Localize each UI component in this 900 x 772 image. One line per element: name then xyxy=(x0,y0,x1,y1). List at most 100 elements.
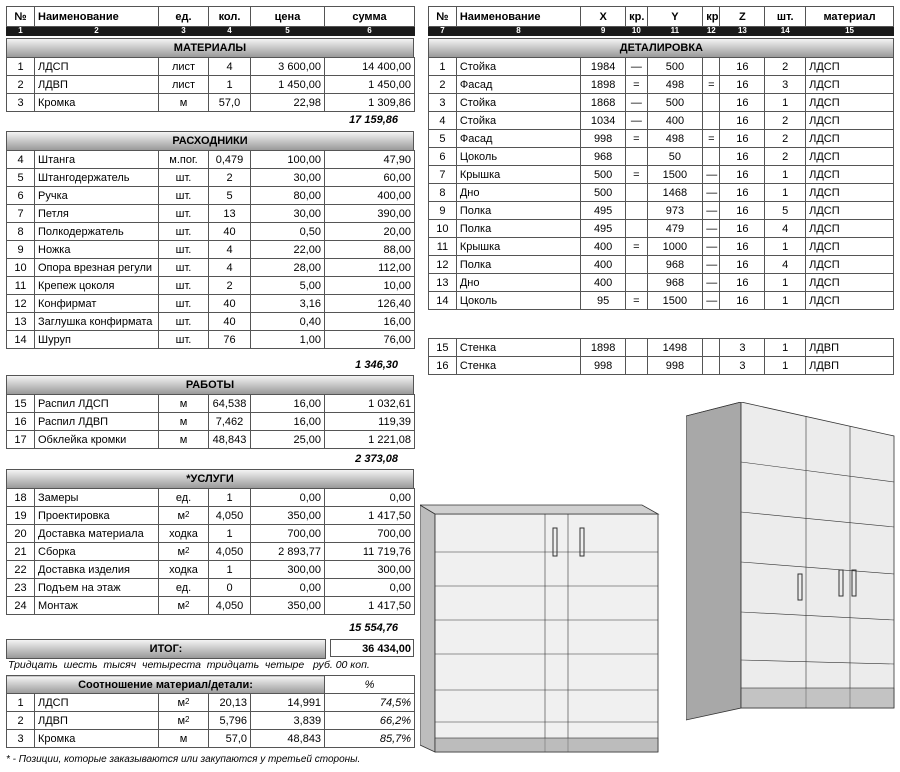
table-cell: 30,00 xyxy=(250,168,325,187)
table-cell xyxy=(702,93,721,112)
table-cell: Крышка xyxy=(455,165,582,184)
col-header: Наименование xyxy=(34,6,159,27)
works-table: 15 Распил ЛДСП м 64,538 16,00 1 032,61 16 Распи… xyxy=(6,394,415,449)
table-cell: 350,00 xyxy=(250,596,325,615)
subtotal-consumables: 1 346,30 xyxy=(355,359,398,371)
table-cell: 1500 xyxy=(646,165,704,184)
subtotal-works: 2 373,08 xyxy=(355,453,398,465)
col-header: № xyxy=(428,6,457,27)
table-cell: 47,90 xyxy=(324,150,415,169)
table-row: 1 ЛДСП лист 4 3 600,00 14 400,00 xyxy=(6,57,415,76)
tall-cabinet-render xyxy=(686,402,895,721)
table-cell: 498 xyxy=(646,129,704,148)
table-cell: Петля xyxy=(34,204,159,223)
table-cell: 2 xyxy=(764,111,807,130)
details-table: 1 Стойка 1984—500 16 2 ЛДСП 2 Фасад 1898 = 498 = 16 3… xyxy=(428,57,894,310)
table-cell: ЛДВП xyxy=(34,711,159,730)
table-cell xyxy=(702,57,721,76)
table-row: 1 ЛДСП м2 20,13 14,991 74,5% xyxy=(6,693,416,712)
table-cell: Крышка xyxy=(455,237,582,256)
table-cell: 16 xyxy=(6,412,35,431)
table-cell: 7 xyxy=(428,165,457,184)
table-cell: шт. xyxy=(158,312,209,331)
table-cell: 2 xyxy=(6,711,35,730)
table-cell: — xyxy=(625,111,648,130)
table-cell: Монтаж xyxy=(34,596,159,615)
table-cell: = xyxy=(625,75,648,94)
table-cell: 100,00 xyxy=(250,150,325,169)
table-row: 3 Стойка 1868—500 16 1 ЛДСП xyxy=(428,93,894,112)
table-cell: 14 xyxy=(6,330,35,349)
table-cell: ЛДСП xyxy=(805,255,894,274)
table-cell: Ножка xyxy=(34,240,159,259)
amount-in-words: Тридцать шесть тысяч четыреста тридцать … xyxy=(8,659,370,671)
table-cell: 80,00 xyxy=(250,186,325,205)
table-cell: — xyxy=(702,255,721,274)
table-cell: 300,00 xyxy=(250,560,325,579)
table-row: 7 Петля шт. 13 30,00 390,00 xyxy=(6,204,415,223)
table-cell: 968 xyxy=(580,147,627,166)
table-cell: 2 xyxy=(428,75,457,94)
table-cell: 1,00 xyxy=(250,330,325,349)
table-cell: 1034 xyxy=(580,111,627,130)
table-cell: 85,7% xyxy=(324,729,416,748)
table-cell: 0,479 xyxy=(208,150,251,169)
materials-table: 1 ЛДСП лист 4 3 600,00 14 400,00 2 ЛДВП лист 1 1 4… xyxy=(6,57,415,112)
table-cell: м xyxy=(158,394,209,413)
col-index: 9 xyxy=(580,26,627,36)
table-cell: 16 xyxy=(428,356,457,375)
table-row: 10 Опора врезная регули шт. 4 28,00 112,00 xyxy=(6,258,415,277)
table-row: 10 Полка 495 479—16 4 ЛДСП xyxy=(428,219,894,238)
table-cell: 11 xyxy=(6,276,35,295)
col-header: Z xyxy=(719,6,766,27)
table-cell xyxy=(625,183,648,202)
table-cell: м2 xyxy=(158,693,209,712)
table-row: 15 Стенка 1898 1498 3 1 ЛДВП xyxy=(428,338,894,357)
col-index: 3 xyxy=(158,26,209,36)
table-cell: Доставка изделия xyxy=(34,560,159,579)
table-cell: 64,538 xyxy=(208,394,251,413)
table-cell: Опора врезная регули xyxy=(34,258,159,277)
table-cell: 88,00 xyxy=(324,240,415,259)
table-cell: 6 xyxy=(428,147,457,166)
table-cell: 14,991 xyxy=(249,693,326,712)
table-cell: 5,796 xyxy=(208,711,251,730)
table-cell: ЛДВП xyxy=(805,338,894,357)
table-cell: 25,00 xyxy=(250,430,325,449)
table-cell: 3 600,00 xyxy=(250,57,325,76)
table-cell: 16 xyxy=(719,183,766,202)
table-cell: 1 xyxy=(764,237,807,256)
table-cell xyxy=(702,147,721,166)
table-cell: Крепеж цоколя xyxy=(34,276,159,295)
table-cell: ходка xyxy=(158,560,209,579)
table-cell: 1 xyxy=(6,693,35,712)
table-cell: 1 xyxy=(6,57,35,76)
table-cell: 20,00 xyxy=(324,222,415,241)
table-cell: 1 417,50 xyxy=(324,506,415,525)
table-cell: 16,00 xyxy=(250,412,325,431)
table-cell: ЛДВП xyxy=(805,356,894,375)
table-cell: Распил ЛДВП xyxy=(34,412,159,431)
table-row: 6 Ручка шт. 5 80,00 400,00 xyxy=(6,186,415,205)
table-cell: 1000 xyxy=(646,237,704,256)
table-cell: 1468 xyxy=(646,183,704,202)
table-cell: 968 xyxy=(646,273,704,292)
table-cell: 0,50 xyxy=(250,222,325,241)
table-cell: 20,13 xyxy=(208,693,251,712)
table-cell: 22,00 xyxy=(250,240,325,259)
table-row: 4 Штанга м.пог. 0,479 100,00 47,90 xyxy=(6,150,415,169)
table-cell: 16 xyxy=(719,201,766,220)
table-cell: ЛДСП xyxy=(34,57,159,76)
col-header: кол. xyxy=(208,6,251,27)
table-cell: Фасад xyxy=(455,129,582,148)
table-row: 4 Стойка 1034—400 16 2 ЛДСП xyxy=(428,111,894,130)
table-cell: 973 xyxy=(646,201,704,220)
table-row: 14 Цоколь 95 = 1500—16 1 ЛДСП xyxy=(428,291,894,310)
section-title-consumables: РАСХОДНИКИ xyxy=(6,131,414,151)
ratio-title: Соотношение материал/детали: xyxy=(5,675,326,694)
table-cell: 3 xyxy=(428,93,457,112)
col-index: 12 xyxy=(702,26,721,36)
table-cell: м2 xyxy=(158,542,209,561)
table-row: 11 Крышка 400 = 1000—16 1 ЛДСП xyxy=(428,237,894,256)
table-cell: 1898 xyxy=(580,75,627,94)
